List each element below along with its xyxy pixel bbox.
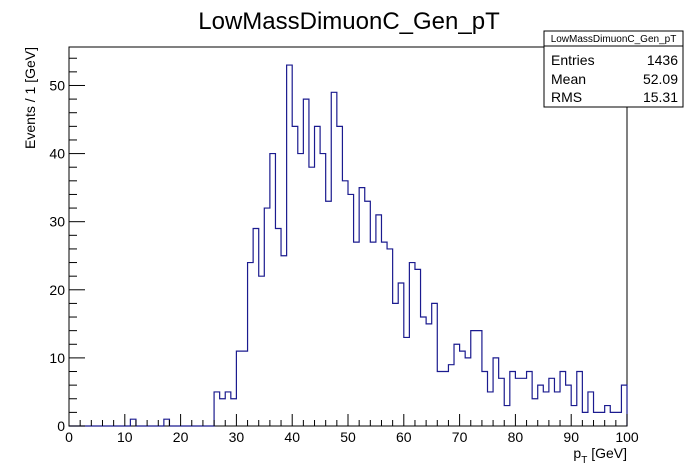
x-tick-label: 80 [508, 429, 524, 445]
stats-box-title: LowMassDimuonC_Gen_pT [551, 34, 677, 45]
plot-frame [68, 46, 628, 427]
y-tick-label: 0 [57, 418, 65, 434]
x-tick-label: 100 [615, 429, 639, 445]
x-axis-label-unit: [GeV] [587, 445, 627, 461]
y-tick-label: 20 [49, 282, 65, 298]
y-tick-label: 30 [49, 214, 65, 230]
stats-mean-value: 52.09 [643, 71, 678, 87]
x-tick-label: 70 [452, 429, 468, 445]
y-tick-label: 40 [49, 146, 65, 162]
x-axis-label-main: p [573, 445, 581, 461]
x-tick-label: 30 [229, 429, 245, 445]
x-tick-label: 40 [284, 429, 300, 445]
x-tick-label: 20 [173, 429, 189, 445]
x-tick-label: 0 [65, 429, 73, 445]
stats-rms-value: 15.31 [643, 89, 678, 105]
x-tick-label: 50 [340, 429, 356, 445]
histogram-line [69, 64, 628, 427]
y-tick-label: 50 [49, 77, 65, 93]
stats-entries-value: 1436 [647, 52, 678, 68]
y-axis-label: Events / 1 [GeV] [22, 47, 38, 149]
x-tick-label: 90 [563, 429, 579, 445]
chart-title: LowMassDimuonC_Gen_pT [198, 8, 500, 35]
stats-rms-label: RMS [551, 89, 582, 105]
y-tick-label: 10 [49, 350, 65, 366]
stats-mean-label: Mean [551, 71, 586, 87]
x-axis-label: pT [GeV] [573, 445, 627, 466]
stats-entries-label: Entries [551, 52, 595, 68]
x-axis-label-subscript: T [581, 455, 587, 466]
stats-box: LowMassDimuonC_Gen_pT Entries 1436 Mean … [543, 30, 684, 108]
x-tick-label: 10 [117, 429, 133, 445]
x-axis: 0 10 20 30 40 50 60 70 80 90 100 [65, 414, 639, 445]
x-tick-label: 60 [396, 429, 412, 445]
y-axis: 0 10 20 30 40 50 [49, 57, 85, 434]
stats-box-frame [543, 30, 684, 108]
